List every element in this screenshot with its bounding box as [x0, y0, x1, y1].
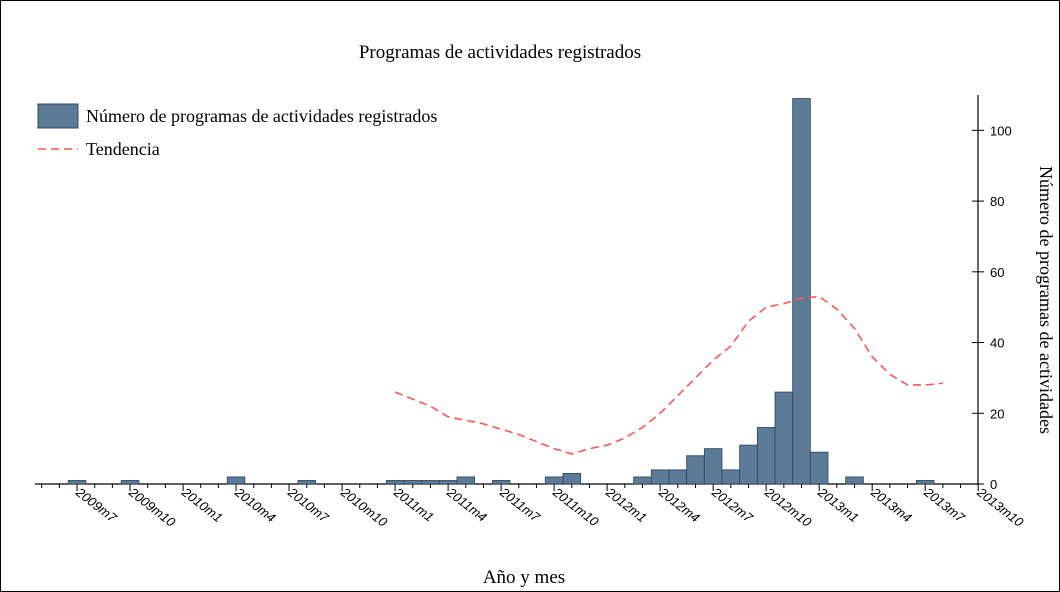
bar — [226, 476, 246, 485]
bar — [403, 480, 423, 485]
y-tick-label: 0 — [990, 477, 997, 492]
bar — [120, 480, 140, 485]
trend-line — [394, 295, 943, 455]
bar — [650, 469, 670, 485]
bar — [809, 451, 829, 485]
y-tick-label: 100 — [990, 123, 1012, 138]
bar — [562, 472, 582, 485]
bar — [721, 469, 741, 485]
y-tick-label: 40 — [990, 336, 1004, 351]
legend-label: Número de programas de actividades regis… — [86, 106, 437, 126]
y-axis-label: Número de programas de actividades — [1036, 166, 1056, 434]
bar — [67, 480, 87, 485]
bar — [456, 476, 476, 485]
x-axis-label: Año y mes — [483, 567, 565, 588]
bar — [668, 469, 688, 485]
y-tick-label: 20 — [990, 406, 1004, 421]
legend-label: Tendencia — [86, 139, 160, 159]
bar — [845, 476, 864, 485]
bar — [686, 455, 705, 485]
bar — [703, 448, 723, 485]
bar — [421, 480, 440, 485]
bar — [915, 480, 935, 485]
bar — [739, 444, 758, 485]
bar — [633, 476, 652, 485]
bar — [438, 480, 458, 485]
bar — [385, 480, 405, 485]
y-tick-label: 80 — [990, 194, 1004, 209]
bar — [297, 480, 316, 485]
bar — [774, 391, 794, 485]
bar — [544, 476, 564, 485]
bar — [491, 480, 511, 485]
y-tick-label: 60 — [990, 265, 1004, 280]
bar — [792, 98, 811, 485]
chart-title: Programas de actividades registrados — [359, 42, 641, 63]
legend-swatch — [37, 103, 79, 129]
bar — [756, 427, 776, 485]
